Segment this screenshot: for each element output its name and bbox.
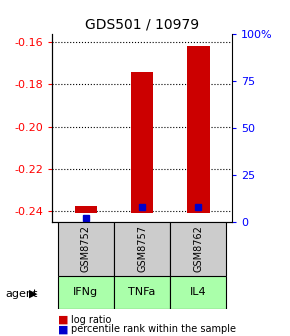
Bar bbox=[114, 222, 170, 276]
Text: ▶: ▶ bbox=[29, 289, 38, 299]
Bar bbox=[187, 46, 210, 213]
Text: IL4: IL4 bbox=[190, 287, 206, 297]
Bar bbox=[75, 206, 97, 213]
Text: agent: agent bbox=[6, 289, 38, 299]
Bar bbox=[114, 276, 170, 309]
Text: ■: ■ bbox=[58, 324, 68, 334]
Bar bbox=[58, 222, 114, 276]
Text: ■: ■ bbox=[58, 315, 68, 325]
Text: GSM8762: GSM8762 bbox=[193, 225, 203, 272]
Bar bbox=[170, 222, 226, 276]
Text: GSM8757: GSM8757 bbox=[137, 225, 147, 272]
Bar bbox=[170, 276, 226, 309]
Text: log ratio: log ratio bbox=[71, 315, 111, 325]
Text: IFNg: IFNg bbox=[73, 287, 99, 297]
Text: percentile rank within the sample: percentile rank within the sample bbox=[71, 324, 236, 334]
Text: TNFa: TNFa bbox=[128, 287, 156, 297]
Bar bbox=[58, 276, 114, 309]
Text: GSM8752: GSM8752 bbox=[81, 225, 91, 272]
Bar bbox=[131, 72, 153, 213]
Title: GDS501 / 10979: GDS501 / 10979 bbox=[85, 17, 199, 31]
